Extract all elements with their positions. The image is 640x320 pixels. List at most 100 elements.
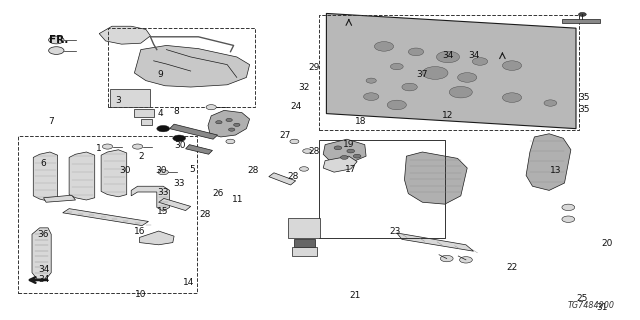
Circle shape — [216, 121, 222, 124]
Circle shape — [303, 149, 312, 153]
Circle shape — [340, 156, 348, 159]
Text: 4: 4 — [157, 109, 163, 118]
Polygon shape — [63, 209, 148, 226]
Text: 30: 30 — [119, 166, 131, 175]
Circle shape — [436, 51, 460, 63]
Text: 19: 19 — [343, 140, 355, 149]
Text: 8: 8 — [173, 108, 179, 116]
Polygon shape — [99, 26, 150, 44]
Text: 34: 34 — [38, 265, 49, 274]
Polygon shape — [526, 134, 571, 190]
Text: 9: 9 — [157, 70, 163, 79]
Polygon shape — [32, 228, 51, 279]
Text: 3: 3 — [116, 96, 121, 105]
Text: 29: 29 — [308, 63, 319, 72]
Circle shape — [562, 204, 575, 211]
Text: 35: 35 — [578, 105, 589, 114]
Text: 27: 27 — [279, 131, 291, 140]
Polygon shape — [404, 152, 467, 204]
Circle shape — [300, 167, 308, 171]
Text: 32: 32 — [298, 83, 310, 92]
Polygon shape — [69, 152, 95, 200]
Bar — [134, 109, 154, 117]
Text: 16: 16 — [134, 227, 145, 236]
Text: 2: 2 — [138, 152, 143, 161]
Circle shape — [387, 100, 406, 110]
Text: 37: 37 — [417, 70, 428, 79]
Polygon shape — [170, 124, 218, 139]
Text: 23: 23 — [390, 228, 401, 236]
Polygon shape — [323, 156, 357, 172]
Text: 35: 35 — [578, 93, 589, 102]
Polygon shape — [159, 198, 191, 211]
Text: 14: 14 — [183, 278, 195, 287]
Bar — [294, 239, 315, 247]
Text: TG7484900: TG7484900 — [568, 301, 614, 310]
Text: 31: 31 — [596, 303, 607, 312]
Circle shape — [234, 123, 240, 126]
Circle shape — [334, 146, 342, 150]
Polygon shape — [33, 152, 58, 202]
Text: 12: 12 — [442, 111, 454, 120]
Circle shape — [402, 83, 417, 91]
Circle shape — [102, 144, 113, 149]
Circle shape — [353, 154, 361, 158]
Circle shape — [440, 255, 453, 262]
Bar — [141, 119, 152, 125]
Circle shape — [49, 47, 64, 54]
Circle shape — [228, 128, 235, 131]
Polygon shape — [140, 231, 174, 245]
Circle shape — [458, 73, 477, 82]
Text: 33: 33 — [173, 179, 185, 188]
Polygon shape — [44, 195, 76, 202]
Text: 17: 17 — [345, 165, 356, 174]
Text: 28: 28 — [247, 166, 259, 175]
Text: 25: 25 — [577, 294, 588, 303]
Polygon shape — [269, 173, 296, 185]
Text: 20: 20 — [601, 239, 612, 248]
Text: 18: 18 — [355, 117, 366, 126]
Circle shape — [226, 139, 235, 144]
Text: 5: 5 — [189, 165, 195, 174]
Text: 10: 10 — [135, 290, 147, 299]
Text: 22: 22 — [506, 263, 518, 272]
Text: 21: 21 — [349, 291, 361, 300]
Circle shape — [158, 170, 168, 175]
Text: 30: 30 — [175, 141, 186, 150]
Circle shape — [290, 139, 299, 144]
Circle shape — [579, 12, 586, 16]
Text: FR.: FR. — [49, 35, 68, 45]
Bar — [562, 19, 600, 23]
Text: 6: 6 — [41, 159, 46, 168]
Circle shape — [408, 48, 424, 56]
Bar — [292, 247, 317, 256]
Text: 28: 28 — [287, 172, 299, 181]
Polygon shape — [326, 13, 576, 129]
Text: 15: 15 — [157, 207, 169, 216]
Polygon shape — [208, 110, 250, 137]
Circle shape — [460, 257, 472, 263]
Polygon shape — [131, 186, 170, 211]
Bar — [288, 218, 320, 238]
Circle shape — [347, 149, 355, 153]
Circle shape — [364, 93, 379, 100]
Circle shape — [173, 135, 186, 141]
Polygon shape — [101, 150, 127, 197]
Text: 33: 33 — [157, 188, 169, 197]
Circle shape — [502, 61, 522, 70]
Circle shape — [132, 144, 143, 149]
Circle shape — [390, 63, 403, 70]
Circle shape — [422, 67, 448, 79]
Text: 11: 11 — [232, 195, 244, 204]
Text: 28: 28 — [308, 147, 319, 156]
Text: 7: 7 — [49, 117, 54, 126]
Circle shape — [157, 125, 170, 132]
Circle shape — [206, 105, 216, 110]
Bar — [110, 89, 150, 107]
Text: 28: 28 — [199, 210, 211, 219]
Circle shape — [49, 36, 64, 44]
Circle shape — [562, 216, 575, 222]
Text: 34: 34 — [442, 52, 454, 60]
Circle shape — [472, 58, 488, 65]
Text: 36: 36 — [38, 230, 49, 239]
